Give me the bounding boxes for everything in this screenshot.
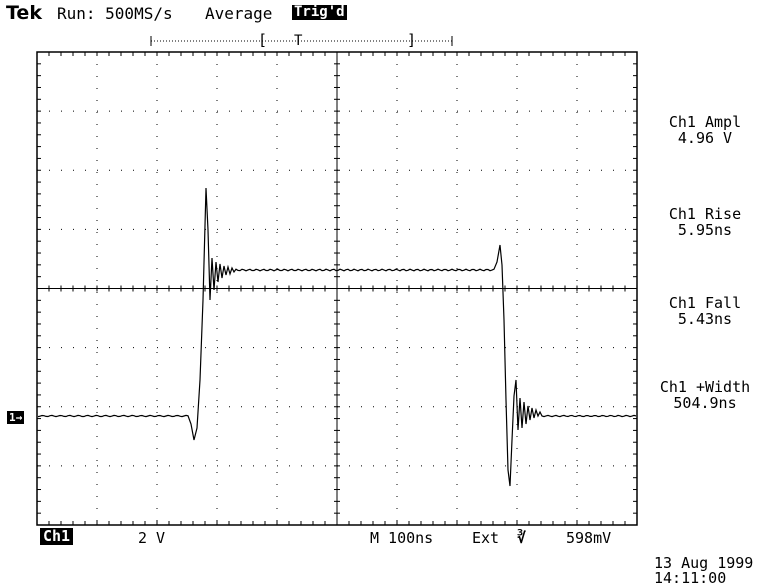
trigger-source: Ext — [472, 529, 500, 547]
run-status: Run: 500MS/s — [57, 4, 173, 23]
measurement-value: 5.43ns — [677, 310, 733, 328]
measurement-ch1-fall: Ch1 Fall 5.43ns — [640, 295, 770, 327]
ch1-waveform-trace — [37, 187, 637, 487]
measurement-value: 4.96 V — [677, 129, 733, 147]
timebase: M 100ns — [370, 529, 434, 547]
rising-edge-icon: ∛ — [517, 529, 527, 547]
measurement-label: Ch1 Fall — [668, 294, 742, 312]
timestamp: 13 Aug 1999 14:11:00 — [654, 556, 753, 586]
record-bracket-left: [ — [258, 31, 267, 49]
measurement-label: Ch1 Rise — [668, 205, 742, 223]
date-text: 13 Aug 1999 — [654, 554, 754, 572]
record-trigger-mark: T — [294, 33, 303, 49]
ch1-ground-marker: 1→ — [7, 411, 25, 424]
measurement-label: Ch1 +Width — [659, 378, 751, 396]
channel-indicator: Ch1 — [40, 528, 74, 545]
brand-logo: Tek — [6, 2, 42, 24]
graticule-grid — [36, 51, 638, 526]
record-window-bar: [ T ] — [150, 31, 453, 49]
measurement-ch1-width: Ch1 +Width 504.9ns — [640, 379, 770, 411]
measurement-ch1-ampl: Ch1 Ampl 4.96 V — [640, 114, 770, 146]
acquisition-mode: Average — [205, 4, 273, 23]
measurement-ch1-rise: Ch1 Rise 5.95ns — [640, 206, 770, 238]
measurement-value: 504.9ns — [673, 394, 737, 412]
time-text: 14:11:00 — [654, 569, 727, 587]
trigger-level: 598mV — [566, 529, 612, 547]
record-bracket-right: ] — [407, 31, 416, 49]
measurement-value: 5.95ns — [677, 221, 733, 239]
volts-per-div: 2 V — [138, 529, 166, 547]
measurement-label: Ch1 Ampl — [668, 113, 742, 131]
trigger-status-badge: Trig'd — [292, 4, 347, 20]
